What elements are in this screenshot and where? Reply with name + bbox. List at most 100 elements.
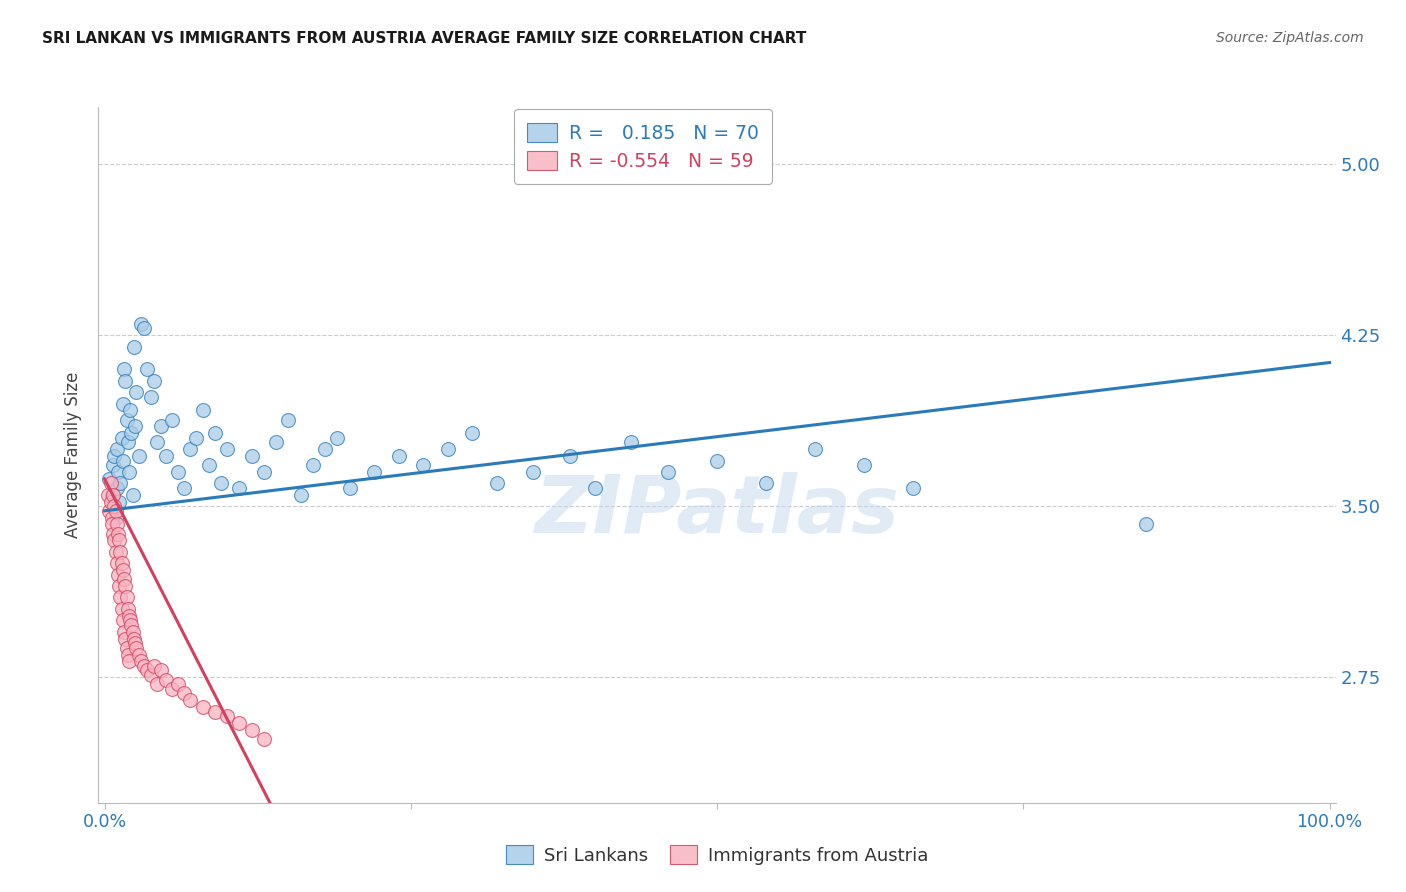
Point — [103, 500, 125, 514]
Point — [110, 591, 132, 605]
Point — [132, 659, 155, 673]
Point — [115, 412, 138, 426]
Point — [146, 677, 169, 691]
Point — [142, 659, 165, 673]
Point — [114, 579, 136, 593]
Point — [901, 481, 924, 495]
Point — [114, 632, 136, 646]
Point — [118, 654, 141, 668]
Point — [387, 449, 409, 463]
Point — [105, 442, 128, 457]
Point — [112, 362, 135, 376]
Point — [100, 494, 122, 508]
Point — [112, 572, 135, 586]
Point — [101, 517, 124, 532]
Point — [1135, 517, 1157, 532]
Legend: Sri Lankans, Immigrants from Austria: Sri Lankans, Immigrants from Austria — [498, 837, 936, 874]
Point — [179, 442, 201, 457]
Point — [132, 321, 155, 335]
Point — [755, 476, 778, 491]
Point — [142, 374, 165, 388]
Point — [105, 481, 128, 495]
Point — [103, 449, 125, 463]
Point — [173, 481, 195, 495]
Point — [363, 465, 385, 479]
Point — [97, 488, 120, 502]
Point — [136, 664, 159, 678]
Point — [107, 465, 129, 479]
Point — [620, 435, 643, 450]
Point — [118, 465, 141, 479]
Point — [485, 476, 508, 491]
Point — [121, 488, 143, 502]
Point — [107, 526, 129, 541]
Point — [228, 481, 250, 495]
Point — [314, 442, 336, 457]
Point — [104, 545, 127, 559]
Point — [522, 465, 544, 479]
Point — [120, 613, 142, 627]
Point — [111, 396, 134, 410]
Point — [103, 533, 125, 548]
Point — [461, 426, 484, 441]
Point — [108, 533, 131, 548]
Point — [706, 453, 728, 467]
Point — [108, 494, 131, 508]
Point — [121, 624, 143, 639]
Point — [139, 390, 162, 404]
Point — [117, 602, 139, 616]
Point — [118, 608, 141, 623]
Point — [98, 504, 121, 518]
Point — [100, 476, 122, 491]
Point — [121, 426, 143, 441]
Point — [129, 654, 152, 668]
Point — [804, 442, 827, 457]
Point — [101, 458, 124, 473]
Point — [191, 700, 214, 714]
Point — [412, 458, 434, 473]
Point — [108, 579, 131, 593]
Point — [114, 374, 136, 388]
Point — [149, 419, 172, 434]
Point — [110, 476, 132, 491]
Point — [215, 709, 238, 723]
Point — [167, 465, 190, 479]
Point — [110, 545, 132, 559]
Point — [155, 673, 177, 687]
Point — [101, 510, 124, 524]
Point — [111, 602, 134, 616]
Point — [253, 465, 276, 479]
Point — [120, 403, 142, 417]
Point — [209, 476, 232, 491]
Point — [104, 504, 127, 518]
Point — [191, 403, 214, 417]
Point — [139, 668, 162, 682]
Point — [149, 664, 172, 678]
Point — [558, 449, 581, 463]
Point — [98, 472, 121, 486]
Point — [215, 442, 238, 457]
Point — [853, 458, 876, 473]
Point — [155, 449, 177, 463]
Point — [197, 458, 219, 473]
Point — [583, 481, 606, 495]
Point — [101, 488, 124, 502]
Point — [160, 412, 183, 426]
Point — [111, 613, 134, 627]
Point — [128, 648, 150, 662]
Point — [124, 419, 146, 434]
Text: Source: ZipAtlas.com: Source: ZipAtlas.com — [1216, 31, 1364, 45]
Point — [204, 705, 226, 719]
Point — [436, 442, 458, 457]
Point — [179, 693, 201, 707]
Point — [125, 385, 148, 400]
Point — [173, 686, 195, 700]
Point — [111, 556, 134, 570]
Point — [122, 632, 145, 646]
Point — [115, 591, 138, 605]
Point — [128, 449, 150, 463]
Point — [117, 648, 139, 662]
Point — [290, 488, 312, 502]
Point — [111, 453, 134, 467]
Point — [277, 412, 299, 426]
